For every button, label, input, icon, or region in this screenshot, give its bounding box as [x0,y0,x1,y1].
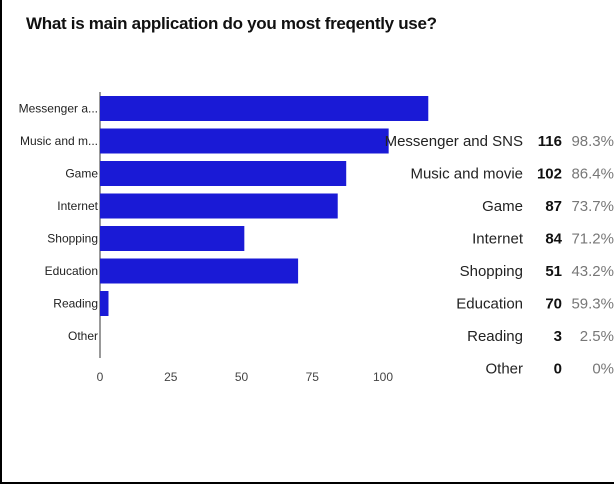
bar-6 [100,291,109,316]
category-label: Reading [53,297,98,311]
table-label: Education [456,296,523,313]
category-label: Other [68,329,98,343]
table-label: Other [485,361,523,378]
x-tick-label: 75 [306,370,320,384]
table-label: Music and movie [410,166,523,183]
table-percent: 2.5% [580,328,614,345]
table-count: 0 [554,361,562,378]
x-tick-label: 0 [97,370,104,384]
table-percent: 0% [592,361,614,378]
table-count: 116 [538,133,562,150]
category-label: Music and m... [20,134,98,148]
table-percent: 73.7% [571,198,614,215]
table-count: 70 [545,296,562,313]
x-tick-label: 100 [373,370,393,384]
table-label: Internet [472,231,524,248]
bar-0 [100,96,429,121]
table-label: Messenger and SNS [385,133,523,150]
table-count: 102 [537,166,562,183]
table-count: 3 [554,328,562,345]
category-label: Game [65,167,98,181]
table-count: 87 [545,198,562,215]
table-percent: 86.4% [571,166,614,183]
table-label: Game [482,198,523,215]
bar-1 [100,128,389,154]
category-label: Internet [57,199,98,213]
table-label: Shopping [460,263,523,280]
table-label: Reading [467,328,523,345]
bar-2 [100,161,347,186]
table-percent: 98.3% [571,133,614,150]
category-label: Shopping [47,232,98,246]
bar-4 [100,226,245,251]
category-label: Education [45,264,98,278]
category-label: Messenger a... [19,102,98,116]
bar-5 [100,258,299,284]
x-tick-label: 25 [164,370,178,384]
bar-3 [100,193,338,219]
chart-title: What is main application do you most fre… [26,14,437,33]
x-tick-label: 50 [235,370,249,384]
table-percent: 71.2% [571,231,614,248]
table-count: 84 [545,231,562,248]
table-percent: 59.3% [571,296,614,313]
table-percent: 43.2% [571,263,614,280]
table-count: 51 [545,263,562,280]
